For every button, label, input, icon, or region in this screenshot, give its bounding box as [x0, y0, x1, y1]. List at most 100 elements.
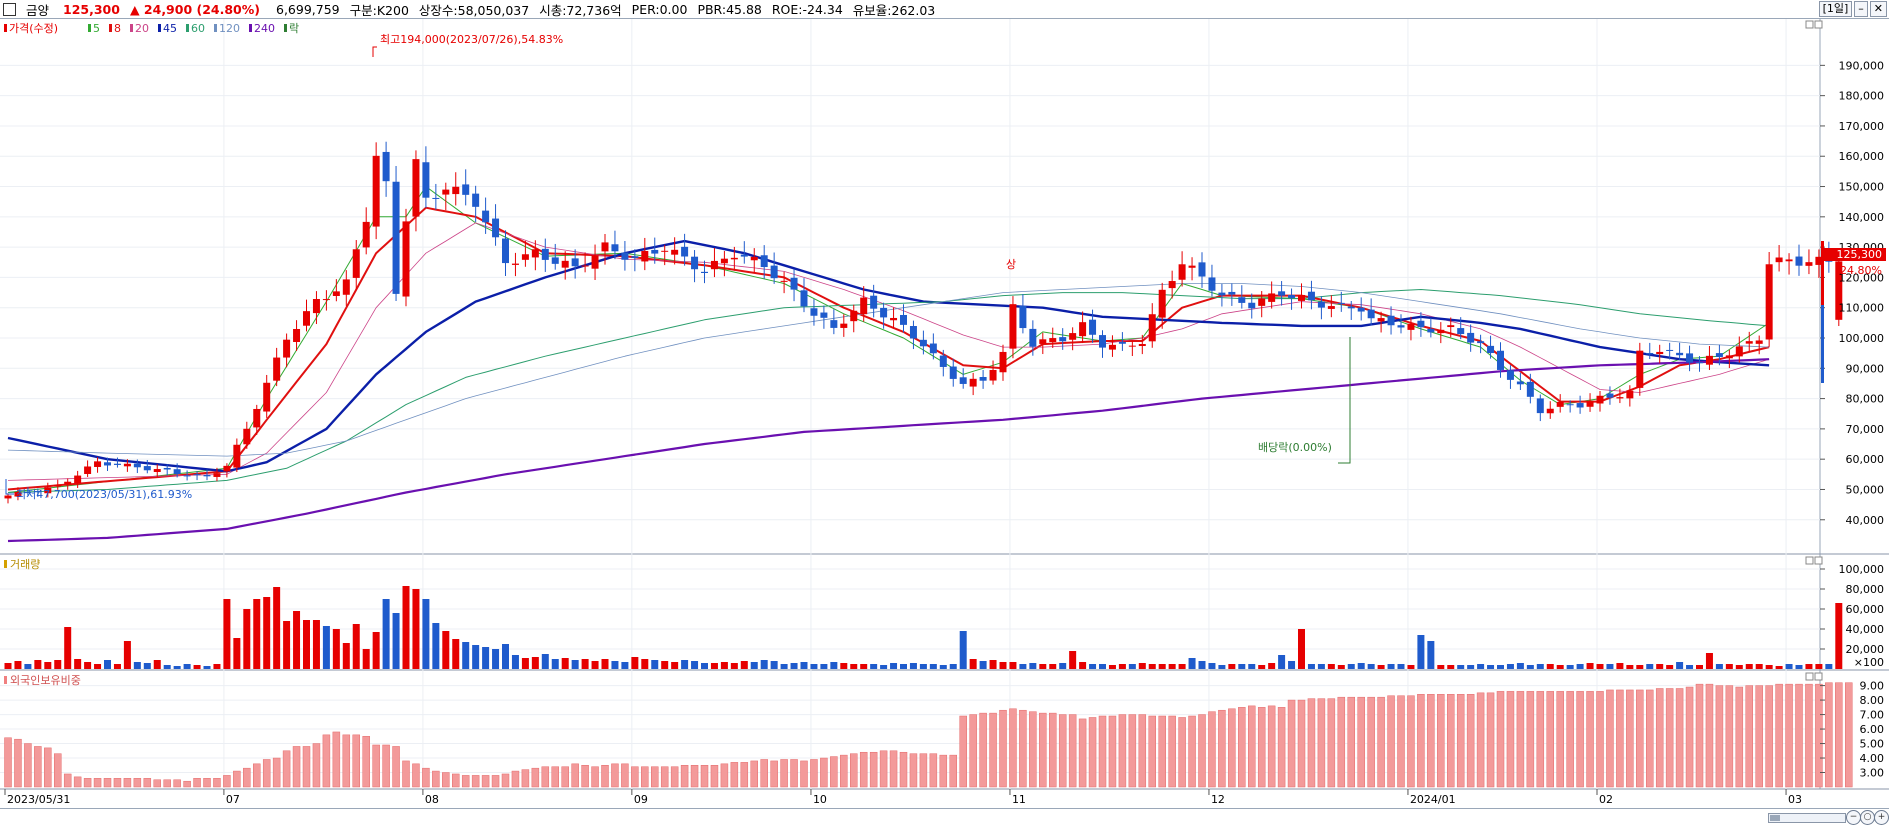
foreign-bar [1188, 715, 1196, 788]
candle-body [472, 193, 480, 207]
candle-body [1497, 350, 1504, 370]
foreign-bar [362, 736, 370, 788]
volume-bar [472, 645, 480, 669]
foreign-bar [740, 762, 749, 788]
foreign-bar [34, 746, 42, 788]
volume-bar [1198, 661, 1206, 669]
foreign-bar [491, 775, 500, 788]
high-arrow [372, 46, 377, 57]
foreign-bar [1795, 683, 1803, 788]
volume-bar [860, 664, 868, 669]
volume-tick-label: 80,000 [1846, 583, 1885, 596]
dividend-annotation: 배당락(0.00%) [1258, 337, 1351, 464]
zoom-out-icon[interactable]: − [1846, 810, 1861, 825]
period-button[interactable]: [1일] [1818, 1, 1853, 17]
candle-body [1069, 333, 1077, 340]
minimize-icon[interactable]: – [1854, 1, 1868, 17]
stock-name[interactable]: 금양 [26, 2, 50, 18]
high-label: 최고194,000(2023/07/26),54.83% [380, 33, 563, 46]
candle-body [1516, 381, 1524, 385]
volume-bar [810, 664, 818, 669]
volume-bar [293, 611, 301, 669]
time-tick-label: 03 [1788, 793, 1802, 806]
candle-body [452, 186, 460, 195]
price-panel-close-icon[interactable] [1814, 20, 1823, 29]
ma-line-60 [7, 289, 1770, 493]
foreign-bar [481, 775, 490, 788]
volume-bar [541, 654, 549, 669]
trade-volume: 6,699,759 [276, 1, 340, 17]
foreign-bar [621, 763, 629, 788]
foreign-bar [790, 759, 798, 788]
time-scrollbar[interactable] [1768, 813, 1846, 823]
close-icon[interactable]: ✕ [1869, 1, 1887, 17]
volume-bar [1556, 665, 1564, 669]
candle-body [113, 463, 121, 465]
price-panel-min-icon[interactable] [1805, 20, 1814, 29]
foreign-bar [989, 712, 997, 788]
candle-body [631, 256, 639, 258]
zoom-reset-icon[interactable]: ○ [1860, 810, 1875, 825]
candle-body [760, 255, 768, 268]
volume-panel-min-icon[interactable] [1805, 556, 1814, 565]
scroll-thumb[interactable] [1770, 815, 1780, 821]
candle-body [1467, 332, 1475, 343]
stock-chart[interactable]: 40,000 50,000 60,000 70,000 80,000 90,000 100,… [0, 19, 1889, 808]
time-tick-label: 10 [813, 793, 827, 806]
volume-bar [979, 661, 987, 669]
per-value: PER:0.00 [631, 1, 688, 17]
foreign-bar [123, 778, 132, 788]
candle-body [54, 484, 62, 487]
volume-bar [1755, 664, 1763, 669]
price-tick-label: 50,000 [1846, 483, 1885, 496]
candle-body [750, 256, 758, 261]
candle-body [770, 265, 778, 279]
candle-body [233, 444, 241, 468]
volume-bar [651, 660, 659, 669]
price-tick-label: 70,000 [1846, 423, 1885, 436]
zoom-in-icon[interactable]: + [1874, 810, 1889, 825]
candle-body [740, 254, 748, 257]
foreign-bar [1675, 688, 1684, 788]
foreign-ratio-bars [4, 682, 1853, 788]
foreign-bar [1307, 698, 1316, 788]
plot-background [0, 19, 1820, 808]
candle-body [1218, 292, 1226, 296]
moving-average-lines [7, 186, 1770, 543]
volume-bar [1576, 664, 1584, 669]
volume-bar [283, 621, 291, 669]
foreign-title-marker [4, 676, 7, 684]
foreign-bar [471, 775, 480, 788]
candle-body [34, 491, 42, 493]
foreign-tick-label: 5.00 [1860, 738, 1885, 751]
foreign-panel-close-icon[interactable] [1814, 672, 1823, 681]
foreign-panel-min-icon[interactable] [1805, 672, 1814, 681]
volume-bar [531, 657, 539, 669]
candle-body [511, 263, 519, 265]
candle-body [1715, 353, 1723, 357]
time-tick-label: 08 [425, 793, 439, 806]
pbr-value: PBR:45.88 [697, 1, 762, 17]
foreign-bar [611, 763, 619, 788]
candle-body [163, 467, 171, 470]
candle-body [332, 291, 340, 296]
volume-panel-close-icon[interactable] [1814, 556, 1823, 565]
candle-body [929, 343, 937, 354]
foreign-bar [780, 759, 788, 788]
volume-bar [521, 658, 529, 669]
candle-body [1815, 256, 1823, 265]
foreign-bar [1267, 705, 1276, 788]
volume-bar [571, 660, 579, 669]
ma-line-240 [7, 358, 1770, 543]
candle-body [402, 221, 410, 297]
volume-bar [1745, 664, 1753, 669]
foreign-bar [1357, 696, 1365, 788]
candle-body [24, 492, 32, 494]
select-checkbox[interactable] [3, 2, 16, 16]
foreign-bar [1825, 682, 1833, 788]
candle-body [44, 487, 52, 494]
foreign-bar [1476, 692, 1485, 788]
volume-bar [1079, 662, 1087, 669]
volume-unit-label: ×100 [1854, 656, 1884, 669]
foreign-bar [810, 759, 818, 788]
